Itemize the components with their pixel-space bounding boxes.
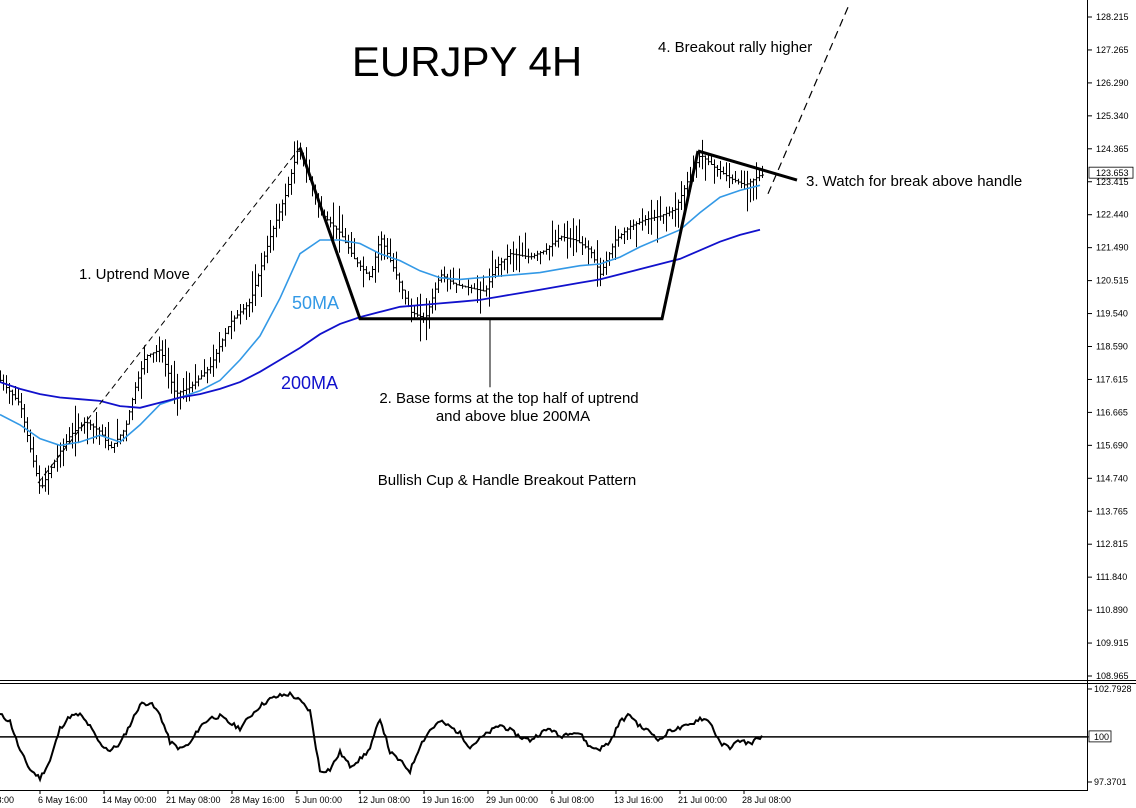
cup-outline xyxy=(298,147,700,321)
time-tick-label: 6 Jul 08:00 xyxy=(550,795,594,805)
chart-title: EURJPY 4H xyxy=(352,38,582,85)
price-tick-label: 114.740 xyxy=(1096,473,1128,483)
moving-averages xyxy=(0,184,761,447)
time-tick-label: r 08:00 xyxy=(0,795,14,805)
price-tick-label: 119.540 xyxy=(1096,309,1128,319)
oscillator-panel: 102.7928 100 97.3701 xyxy=(0,684,1132,787)
time-tick-label: 21 Jul 00:00 xyxy=(678,795,727,805)
price-panel: 128.215 127.265 126.290 125.340 124.365 123.4… xyxy=(0,6,1134,681)
annotation-uptrend: 1. Uptrend Move xyxy=(79,266,190,283)
price-tick-label: 110.890 xyxy=(1096,605,1128,615)
time-tick-label: 13 Jul 16:00 xyxy=(614,795,663,805)
time-tick-label: 14 May 00:00 xyxy=(102,795,157,805)
pattern-lines xyxy=(37,6,849,484)
price-axis: 128.215 127.265 126.290 125.340 124.365 123.4… xyxy=(1087,12,1129,681)
time-tick-label: 6 May 16:00 xyxy=(38,795,88,805)
oscillator-tick-label: 97.3701 xyxy=(1094,777,1127,787)
price-tick-label: 125.340 xyxy=(1096,111,1129,121)
price-tick-label: 122.440 xyxy=(1096,210,1129,220)
label-200ma: 200MA xyxy=(281,373,338,393)
time-axis: r 08:00 6 May 16:00 14 May 00:00 21 May 08:… xyxy=(0,790,791,805)
annotation-base-line-2: and above blue 200MA xyxy=(436,408,590,425)
price-tick-label: 124.365 xyxy=(1096,144,1129,154)
ma200-line xyxy=(0,228,761,409)
ma50-line xyxy=(0,184,761,447)
current-price-box xyxy=(1088,166,1134,179)
time-tick-label: 5 Jun 00:00 xyxy=(295,795,342,805)
oscillator-tick-label: 102.7928 xyxy=(1094,684,1132,694)
current-price-label: 123.653 xyxy=(1096,168,1129,178)
oscillator-tick-label: 100 xyxy=(1094,732,1109,742)
uptrend-dashed-line xyxy=(37,147,301,484)
oscillator-line xyxy=(0,690,763,783)
handle-line xyxy=(697,149,798,182)
oscillator-ref-box xyxy=(1088,730,1112,743)
price-tick-label: 108.965 xyxy=(1096,671,1129,681)
breakout-dashed-line xyxy=(767,6,849,195)
price-tick-label: 120.515 xyxy=(1096,276,1129,286)
label-50ma: 50MA xyxy=(292,293,339,313)
price-tick-label: 112.815 xyxy=(1096,539,1128,549)
time-tick-label: 28 May 16:00 xyxy=(230,795,285,805)
price-tick-label: 117.615 xyxy=(1096,374,1128,384)
price-tick-label: 128.215 xyxy=(1096,12,1129,22)
price-tick-label: 127.265 xyxy=(1096,45,1129,55)
price-tick-label: 113.765 xyxy=(1096,506,1128,516)
price-tick-label: 126.290 xyxy=(1096,78,1129,88)
price-tick-label: 115.690 xyxy=(1096,440,1128,450)
time-tick-label: 28 Jul 08:00 xyxy=(742,795,791,805)
time-tick-label: 29 Jun 00:00 xyxy=(486,795,538,805)
pattern-caption: Bullish Cup & Handle Breakout Pattern xyxy=(378,472,636,489)
price-tick-label: 118.590 xyxy=(1096,342,1128,352)
oscillator-axis: 102.7928 100 97.3701 xyxy=(0,684,1132,787)
annotation-breakout: 4. Breakout rally higher xyxy=(658,39,812,56)
annotation-handle: 3. Watch for break above handle xyxy=(806,173,1022,190)
price-tick-label: 116.665 xyxy=(1096,407,1128,417)
price-tick-label: 111.840 xyxy=(1096,572,1127,582)
annotation-base-line-1: 2. Base forms at the top half of uptrend xyxy=(379,390,638,407)
price-tick-label: 123.415 xyxy=(1096,177,1129,187)
time-tick-label: 12 Jun 08:00 xyxy=(358,795,410,805)
time-tick-label: 21 May 08:00 xyxy=(166,795,221,805)
price-tick-label: 109.915 xyxy=(1096,638,1129,648)
time-tick-label: 19 Jun 16:00 xyxy=(422,795,474,805)
price-tick-label: 121.490 xyxy=(1096,243,1129,253)
current-price-marker: 123.653 xyxy=(1088,166,1134,179)
oscillator-line-group xyxy=(0,690,763,783)
